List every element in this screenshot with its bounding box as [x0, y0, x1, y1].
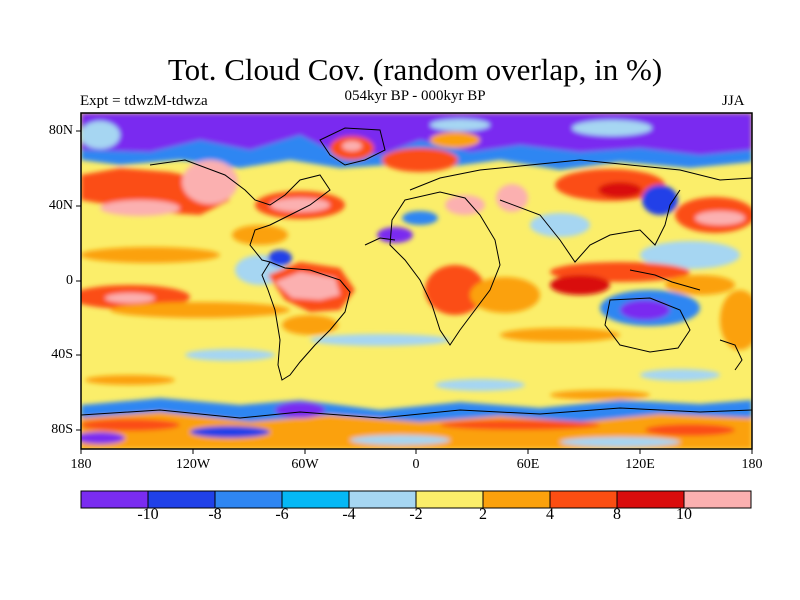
colorbar-label: 2: [479, 506, 487, 523]
colorbar-label: -4: [342, 506, 356, 523]
lon-tick-label: 60W: [291, 457, 319, 472]
experiment-label: Expt = tdwzM-tdwza: [80, 93, 208, 109]
plot-subtitle: 054kyr BP - 000kyr BP: [344, 88, 486, 104]
colorbar-label: -10: [137, 506, 159, 523]
cloud-cover-field: [81, 113, 752, 449]
colorbar-label: -6: [275, 506, 289, 523]
lat-tick-label: 80S: [51, 422, 73, 437]
lat-tick-label: 40S: [51, 347, 73, 362]
colorbar-label: 10: [676, 506, 692, 523]
colorbar: [80, 490, 752, 509]
lon-tick-label: 180: [70, 457, 92, 472]
lon-tick-label: 60E: [516, 457, 540, 472]
lat-tick-label: 40N: [48, 198, 73, 213]
lat-tick-label: 80N: [48, 123, 73, 138]
coastlines: [80, 127, 753, 419]
colorbar-label: -2: [409, 506, 423, 523]
lon-tick-label: 120W: [175, 457, 211, 472]
colorbar-box: [683, 490, 752, 509]
colorbar-label: 8: [613, 506, 621, 523]
colorbar-label: -8: [208, 506, 222, 523]
page-title: Tot. Cloud Cov. (random overlap, in %): [167, 52, 663, 87]
season-label: JJA: [722, 93, 745, 109]
lat-tick-label: 0: [66, 273, 73, 288]
lon-tick-label: 180: [741, 457, 763, 472]
lon-tick-label: 120E: [625, 457, 655, 472]
lon-tick-label: 0: [412, 457, 420, 472]
colorbar-label: 4: [546, 506, 554, 523]
